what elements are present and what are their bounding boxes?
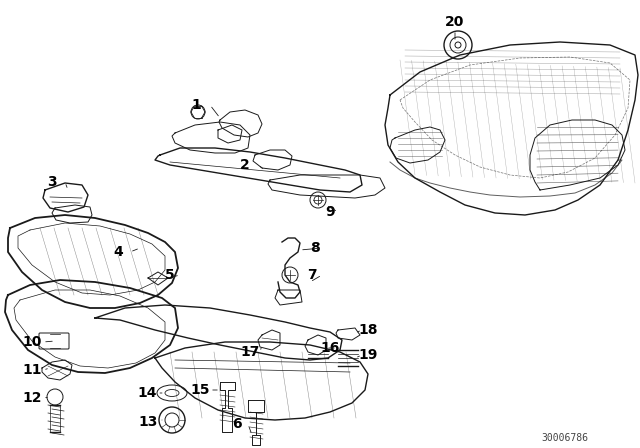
Text: 9: 9 — [325, 205, 335, 219]
Text: 7: 7 — [307, 268, 317, 282]
Text: 30006786: 30006786 — [541, 433, 589, 443]
Text: 8: 8 — [310, 241, 320, 255]
Text: 3: 3 — [47, 175, 57, 189]
Text: 13: 13 — [138, 415, 157, 429]
Text: 4: 4 — [113, 245, 123, 259]
Text: 18: 18 — [358, 323, 378, 337]
Text: 17: 17 — [240, 345, 260, 359]
Text: 6: 6 — [232, 417, 242, 431]
Text: 1: 1 — [191, 98, 201, 112]
Text: 15: 15 — [190, 383, 210, 397]
Text: 11: 11 — [22, 363, 42, 377]
Text: 10: 10 — [22, 335, 42, 349]
Text: 20: 20 — [445, 15, 465, 29]
Text: 5: 5 — [165, 268, 175, 282]
Text: 16: 16 — [320, 341, 340, 355]
Text: 12: 12 — [22, 391, 42, 405]
Text: 2: 2 — [240, 158, 250, 172]
Text: 19: 19 — [358, 348, 378, 362]
Text: 14: 14 — [137, 386, 157, 400]
